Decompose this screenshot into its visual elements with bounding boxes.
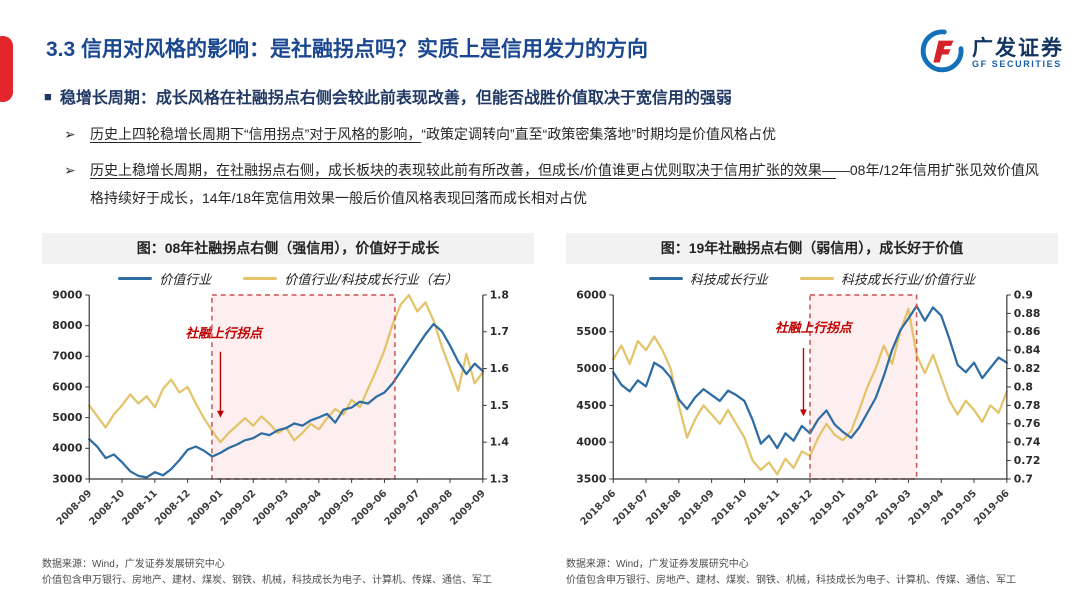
legend-line-swatch bbox=[243, 276, 278, 280]
bullet-list: ➢ 历史上四轮稳增长周期下“信用拐点”对于风格的影响，“政策定调转向”直至“政策密… bbox=[64, 120, 1049, 220]
svg-text:0.82: 0.82 bbox=[1014, 362, 1041, 375]
legend-item: 科技成长行业/价值行业 bbox=[799, 269, 976, 288]
svg-text:4000: 4000 bbox=[52, 442, 82, 455]
logo-name-cn: 广发证券 bbox=[972, 37, 1064, 60]
legend-label: 价值行业/科技成长行业（右） bbox=[284, 272, 458, 288]
gf-logo-icon bbox=[919, 28, 965, 79]
chart-footnote: 数据来源：Wind，广发证券发展研究中心 价值包含申万银行、房地产、建材、煤炭、… bbox=[42, 557, 534, 589]
svg-text:3000: 3000 bbox=[52, 472, 82, 485]
svg-text:8000: 8000 bbox=[52, 319, 82, 332]
legend-line-swatch bbox=[118, 276, 153, 280]
footnote-note: 价值包含申万银行、房地产、建材、煤炭、钢铁、机械，科技成长为电子、计算机、传媒、… bbox=[42, 575, 492, 586]
svg-text:社融上行拐点: 社融上行拐点 bbox=[775, 320, 854, 336]
bullet-item: ➢ 历史上四轮稳增长周期下“信用拐点”对于风格的影响，“政策定调转向”直至“政策密… bbox=[64, 120, 1049, 149]
footnote-source: 数据来源：Wind，广发证券发展研究中心 bbox=[42, 559, 225, 570]
svg-text:5000: 5000 bbox=[52, 411, 82, 424]
accent-bar bbox=[0, 36, 13, 102]
footnote-note: 价值包含申万银行、房地产、建材、煤炭、钢铁、机械，科技成长为电子、计算机、传媒、… bbox=[566, 575, 1016, 586]
logo-name-en: GF SECURITIES bbox=[972, 59, 1062, 70]
svg-text:7000: 7000 bbox=[52, 350, 82, 363]
svg-text:0.74: 0.74 bbox=[1014, 436, 1041, 449]
legend-item: 价值行业 bbox=[118, 269, 211, 288]
svg-text:0.72: 0.72 bbox=[1014, 454, 1041, 467]
svg-text:1.6: 1.6 bbox=[490, 362, 509, 375]
svg-text:3500: 3500 bbox=[576, 472, 606, 485]
legend-line-swatch bbox=[648, 276, 683, 280]
svg-text:0.9: 0.9 bbox=[1014, 288, 1033, 301]
chart-card-2019: 图：19年社融拐点右侧（弱信用），成长好于价值 科技成长行业 科技成长行业/价值行… bbox=[566, 233, 1058, 589]
chart-legend: 价值行业 价值行业/科技成长行业（右） bbox=[42, 269, 534, 288]
section-heading: ■ 稳增长周期：成长风格在社融拐点右侧会较此前表现改善，但能否战胜价值取决于宽信用… bbox=[44, 84, 732, 108]
svg-text:5000: 5000 bbox=[576, 362, 606, 375]
chart-title: 图：08年社融拐点右侧（强信用），价值好于成长 bbox=[42, 233, 534, 264]
svg-text:2019-06: 2019-06 bbox=[972, 488, 1012, 528]
svg-text:4000: 4000 bbox=[576, 436, 606, 449]
chart-card-2008: 图：08年社融拐点右侧（强信用），价值好于成长 价值行业 价值行业/科技成长行业（… bbox=[42, 233, 534, 589]
logo-text: 广发证券 GF SECURITIES bbox=[972, 37, 1064, 70]
svg-text:1.4: 1.4 bbox=[490, 436, 510, 449]
legend-item: 科技成长行业 bbox=[648, 269, 768, 288]
svg-text:5500: 5500 bbox=[576, 325, 606, 338]
svg-text:社融上行拐点: 社融上行拐点 bbox=[185, 325, 264, 341]
svg-text:2009-09: 2009-09 bbox=[448, 488, 488, 528]
bullet-underlined-text: 历史上稳增长周期，在社融拐点右侧，成长板块的表现较此前有所改善，但成长/价值谁更… bbox=[90, 161, 836, 178]
svg-text:4500: 4500 bbox=[576, 399, 606, 412]
legend-label: 科技成长行业/价值行业 bbox=[840, 272, 976, 288]
svg-text:1.8: 1.8 bbox=[490, 288, 509, 301]
section-heading-text: 稳增长周期：成长风格在社融拐点右侧会较此前表现改善，但能否战胜价值取决于宽信用的… bbox=[59, 90, 732, 107]
legend-label: 科技成长行业 bbox=[689, 272, 768, 288]
square-bullet-icon: ■ bbox=[44, 89, 52, 104]
svg-text:1.3: 1.3 bbox=[490, 472, 509, 485]
svg-text:0.78: 0.78 bbox=[1014, 399, 1041, 412]
legend-line-swatch bbox=[799, 276, 834, 280]
svg-text:6000: 6000 bbox=[52, 380, 82, 393]
bullet-text: “政策定调转向”直至“政策密集落地”时期均是价值风格占优 bbox=[421, 126, 776, 142]
svg-text:0.7: 0.7 bbox=[1014, 472, 1033, 485]
svg-text:0.8: 0.8 bbox=[1014, 380, 1033, 393]
svg-text:0.84: 0.84 bbox=[1014, 344, 1041, 357]
svg-text:6000: 6000 bbox=[576, 288, 606, 301]
line-chart-2019: 社融上行拐点 3500 4000 4500 5000 5500 6000 0.7 0.72 0.7… bbox=[576, 288, 1041, 528]
svg-text:0.88: 0.88 bbox=[1014, 307, 1041, 320]
company-logo: 广发证券 GF SECURITIES bbox=[919, 28, 1064, 79]
legend-label: 价值行业 bbox=[159, 272, 212, 288]
svg-text:0.76: 0.76 bbox=[1014, 417, 1041, 430]
footnote-source: 数据来源：Wind，广发证券发展研究中心 bbox=[566, 559, 749, 570]
svg-text:1.7: 1.7 bbox=[490, 325, 509, 338]
chart-footnote: 数据来源：Wind，广发证券发展研究中心 价值包含申万银行、房地产、建材、煤炭、… bbox=[566, 557, 1058, 589]
bullet-item: ➢ 历史上稳增长周期，在社融拐点右侧，成长板块的表现较此前有所改善，但成长/价值谁… bbox=[64, 156, 1049, 213]
chart-legend: 科技成长行业 科技成长行业/价值行业 bbox=[566, 269, 1058, 288]
svg-text:0.86: 0.86 bbox=[1014, 325, 1041, 338]
svg-text:1.5: 1.5 bbox=[490, 399, 509, 412]
page-title: 3.3 信用对风格的影响：是社融拐点吗？实质上是信用发力的方向 bbox=[46, 38, 649, 61]
chart-title: 图：19年社融拐点右侧（弱信用），成长好于价值 bbox=[566, 233, 1058, 264]
arrow-bullet-icon: ➢ bbox=[64, 161, 76, 178]
bullet-text: —08年/12年信用扩张见效价值风格持续好于成长，14年/18年宽信用效果一般后… bbox=[90, 161, 1039, 207]
arrow-bullet-icon: ➢ bbox=[64, 126, 76, 142]
line-chart-2008: 社融上行拐点 3000 4000 5000 6000 7000 8000 9000 1.3 1.4… bbox=[52, 288, 510, 528]
legend-item: 价值行业/科技成长行业（右） bbox=[243, 269, 458, 288]
svg-text:9000: 9000 bbox=[52, 288, 82, 301]
bullet-underlined-text: 历史上四轮稳增长周期下“信用拐点”对于风格的影响， bbox=[90, 126, 422, 142]
